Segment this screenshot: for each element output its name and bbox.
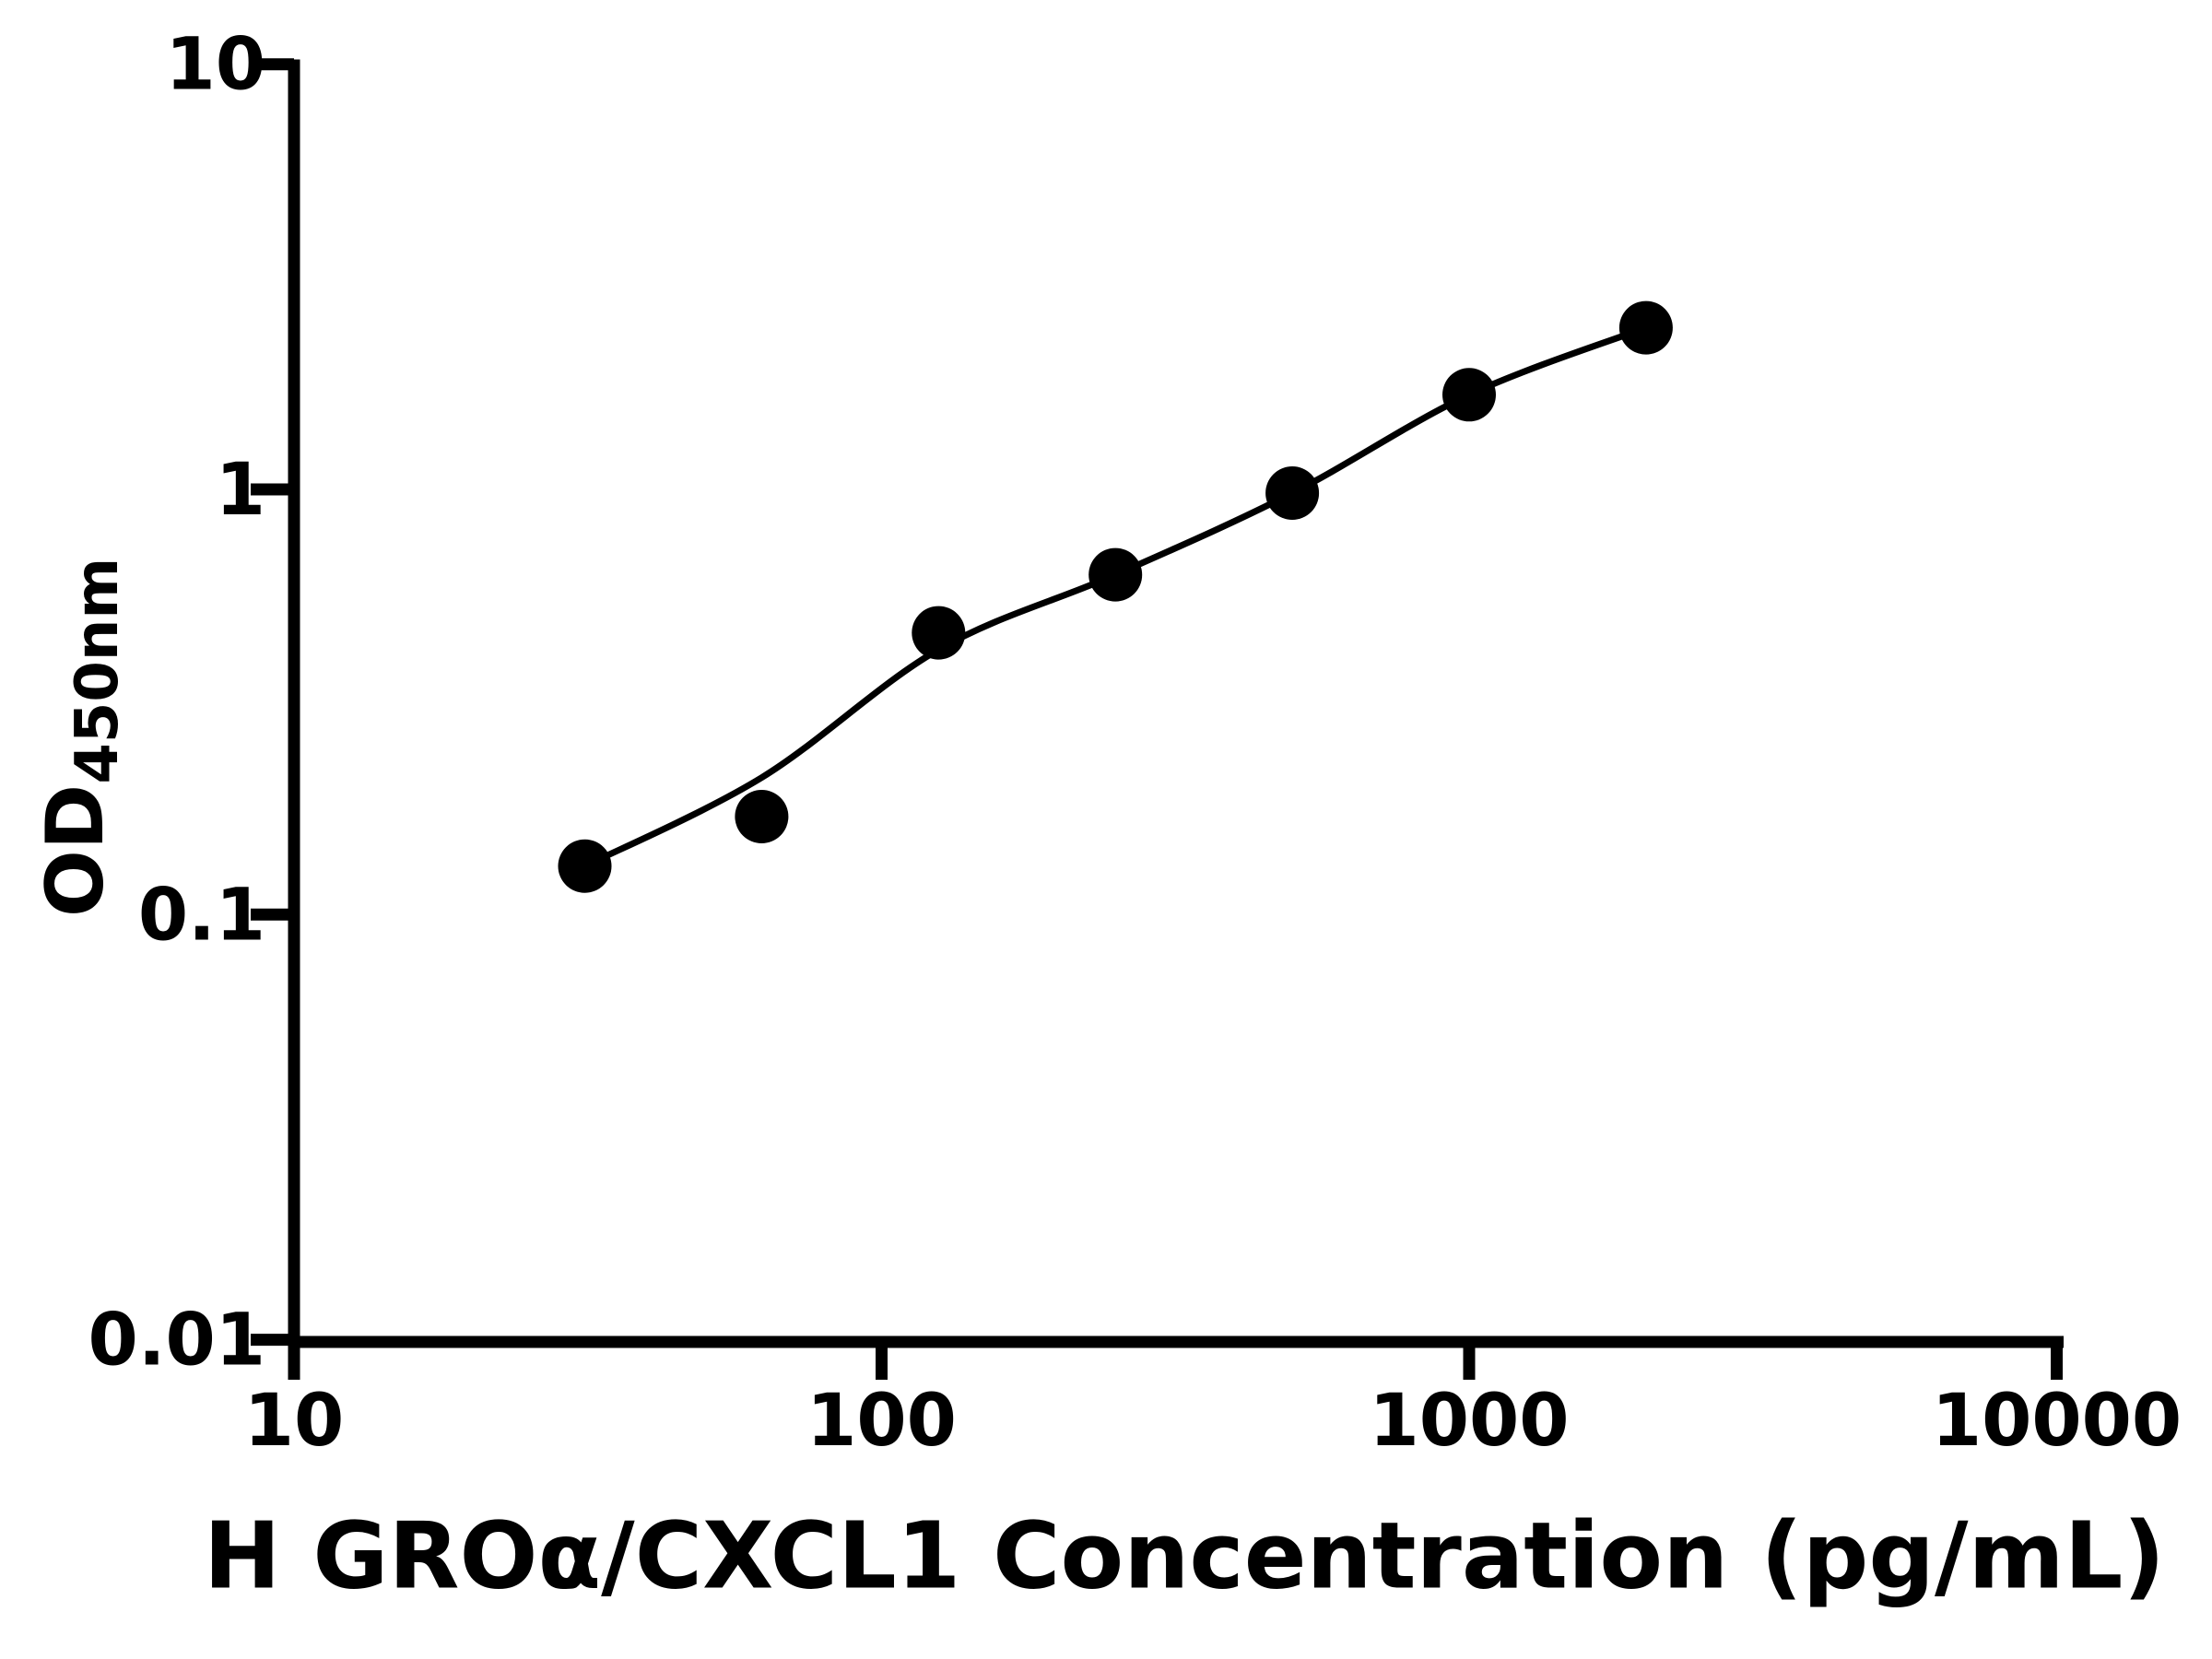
y-tick-label-10: 10 xyxy=(165,24,265,107)
data-point-3 xyxy=(1088,547,1143,602)
y-tick-label-0.1: 0.1 xyxy=(138,874,265,957)
x-axis-title: H GROα/CXCL1 Concentration (pg/mL) xyxy=(203,1501,2166,1610)
data-point-6 xyxy=(1618,300,1673,355)
y-axis-title: OD450nm xyxy=(29,558,132,918)
data-point-0 xyxy=(558,839,612,893)
data-point-4 xyxy=(1265,466,1320,520)
data-point-1 xyxy=(735,790,789,843)
y-axis-title-main: OD xyxy=(29,783,122,918)
x-tick-label-10000: 10000 xyxy=(1932,1380,2182,1463)
y-tick-label-1: 1 xyxy=(216,449,265,532)
y-tick-label-0.01: 0.01 xyxy=(88,1300,265,1382)
x-tick-label-1000: 1000 xyxy=(1369,1380,1569,1463)
y-axis-title-sub: 450nm xyxy=(64,557,132,784)
x-tick-label-100: 100 xyxy=(806,1380,957,1463)
data-point-5 xyxy=(1442,368,1496,422)
data-point-2 xyxy=(912,606,966,660)
x-tick-label-10: 10 xyxy=(244,1380,345,1463)
